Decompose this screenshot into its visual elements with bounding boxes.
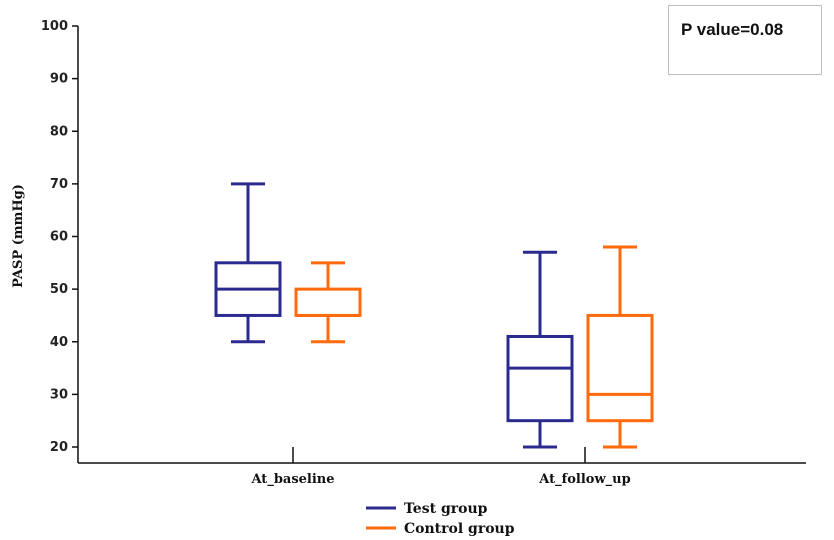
y-tick-label: 70 — [50, 177, 68, 192]
axes — [77, 26, 806, 464]
legend-label-test: Test group — [404, 501, 488, 517]
y-tick-label: 20 — [50, 440, 68, 455]
y-tick-label: 60 — [50, 230, 68, 245]
y-axis-label: PASP (mmHg) — [11, 184, 26, 288]
legend: Test group Control group — [366, 501, 515, 537]
y-tick-label: 50 — [50, 282, 68, 297]
p-value-box: P value=0.08 — [668, 5, 822, 75]
x-tick-label: At_baseline — [250, 472, 334, 487]
box-test-1 — [506, 250, 574, 449]
y-ticks: 20 30 40 50 60 70 80 90 100 — [41, 19, 78, 455]
box-test-0 — [214, 182, 282, 344]
y-tick-label: 30 — [50, 387, 68, 402]
y-tick-label: 40 — [50, 335, 68, 350]
iqr-box — [586, 313, 654, 423]
box-control-1 — [586, 245, 654, 449]
iqr-box — [294, 287, 362, 317]
y-tick-label: 90 — [50, 72, 68, 87]
y-tick-label: 80 — [50, 124, 68, 139]
p-value-text: P value=0.08 — [681, 20, 784, 39]
legend-label-control: Control group — [404, 521, 515, 537]
box-control-0 — [294, 261, 362, 344]
x-ticks: At_baseline At_follow_up — [250, 447, 631, 487]
iqr-box — [506, 334, 574, 423]
y-tick-label: 100 — [41, 19, 68, 34]
boxes — [214, 182, 654, 449]
x-tick-label: At_follow_up — [538, 472, 630, 487]
